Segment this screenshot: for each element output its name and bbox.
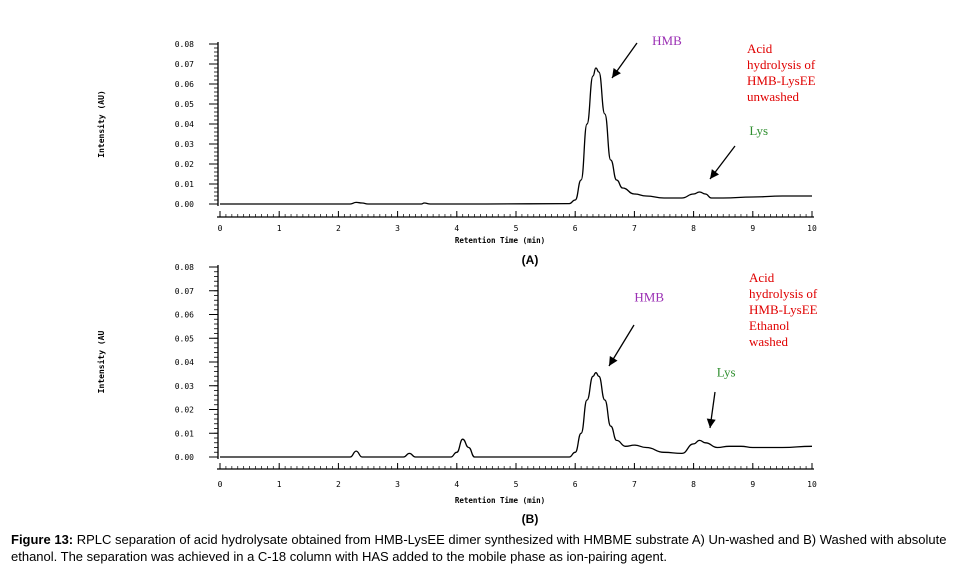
y-tick-label: 0.08 (175, 40, 194, 49)
x-tick-label: 8 (691, 480, 696, 489)
arrow-head (609, 355, 618, 366)
x-tick-label: 4 (454, 480, 459, 489)
peak-label-hmb: HMB (634, 289, 664, 304)
y-tick-label: 0.01 (175, 180, 194, 189)
legend-line: washed (749, 334, 788, 349)
x-tick-label: 6 (573, 224, 578, 233)
y-tick-label: 0.07 (175, 287, 194, 296)
chart-panel-b: 0.00 0.01 0.02 0.03 0.04 0.05 0.06 0.07 0.08 0 1 2 3… (96, 263, 818, 526)
y-tick-label: 0.05 (175, 100, 194, 109)
series-line (220, 67, 812, 205)
y-tick-label: 0.04 (175, 120, 194, 129)
y-tick-label: 0.06 (175, 311, 194, 320)
x-tick-label: 7 (632, 224, 637, 233)
panel-label: (B) (522, 512, 539, 526)
x-tick-label: 1 (277, 480, 282, 489)
x-tick-label: 7 (632, 480, 637, 489)
y-tick-label: 0.04 (175, 358, 194, 367)
y-tick-label: 0.00 (175, 200, 194, 209)
peak-label-lys: Lys (717, 364, 736, 379)
y-tick-label: 0.01 (175, 429, 194, 438)
panel-label: (A) (522, 253, 539, 267)
peak-label-hmb: HMB (652, 33, 682, 48)
chromatogram-figure: 0.00 0.01 0.02 0.03 0.04 0.05 0.06 0.07 0.08 0 1 2 3… (96, 33, 818, 526)
x-tick-label: 4 (454, 224, 459, 233)
y-tick-label: 0.02 (175, 160, 194, 169)
x-tick-label: 2 (336, 224, 341, 233)
x-tick-label: 9 (750, 224, 755, 233)
y-tick-label: 0.08 (175, 263, 194, 272)
arrow-head (612, 68, 621, 78)
x-tick-label: 3 (395, 480, 400, 489)
y-tick-label: 0.03 (175, 382, 194, 391)
y-axis-label: Intensity (AU) (96, 90, 106, 157)
figure-caption: Figure 13: RPLC separation of acid hydro… (11, 531, 956, 565)
legend-line: Acid (749, 270, 775, 285)
chart-panel-a: 0.00 0.01 0.02 0.03 0.04 0.05 0.06 0.07 0.08 0 1 2 3… (96, 33, 817, 267)
legend-line: HMB-LysEE (749, 302, 818, 317)
x-tick-label: 3 (395, 224, 400, 233)
y-tick-label: 0.02 (175, 406, 194, 415)
x-axis-label: Retention Time (min) (455, 496, 545, 505)
legend-line: Ethanol (749, 318, 790, 333)
y-tick-label: 0.03 (175, 140, 194, 149)
y-tick-label: 0.05 (175, 334, 194, 343)
y-tick-label: 0.07 (175, 60, 194, 69)
x-tick-label: 5 (514, 480, 519, 489)
y-tick-label: 0.00 (175, 453, 194, 462)
caption-text: RPLC separation of acid hydrolysate obta… (11, 532, 947, 564)
x-tick-label: 8 (691, 224, 696, 233)
x-tick-label: 10 (807, 224, 817, 233)
legend-line: HMB-LysEE (747, 73, 816, 88)
x-tick-label: 0 (218, 480, 223, 489)
legend-line: hydrolysis of (747, 57, 816, 72)
arrow-head (710, 169, 720, 179)
legend-line: hydrolysis of (749, 286, 818, 301)
legend-line: Acid (747, 41, 773, 56)
arrow-head (706, 418, 716, 428)
peak-label-lys: Lys (749, 123, 768, 138)
x-tick-label: 6 (573, 480, 578, 489)
y-axis-label: Intensity (AU (96, 331, 106, 394)
x-tick-label: 10 (807, 480, 817, 489)
series-line (219, 372, 813, 458)
x-tick-label: 5 (514, 224, 519, 233)
x-tick-label: 1 (277, 224, 282, 233)
y-tick-label: 0.06 (175, 80, 194, 89)
legend-line: unwashed (747, 89, 799, 104)
x-tick-label: 2 (336, 480, 341, 489)
x-tick-label: 0 (218, 224, 223, 233)
x-tick-label: 9 (750, 480, 755, 489)
caption-label: Figure 13: (11, 532, 74, 547)
x-axis-label: Retention Time (min) (455, 236, 545, 245)
